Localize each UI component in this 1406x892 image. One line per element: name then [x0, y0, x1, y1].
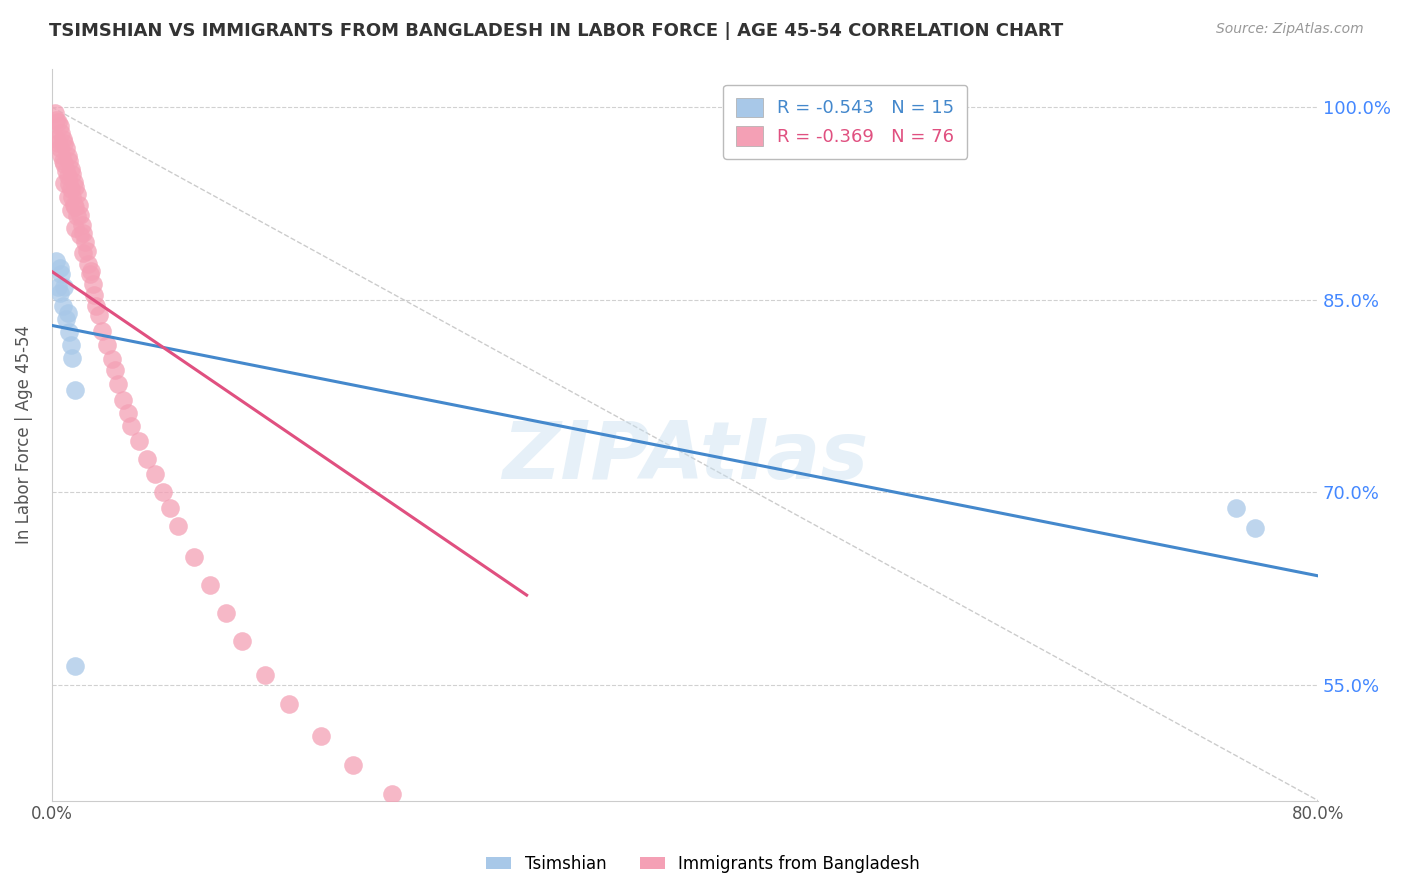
Point	[135, 452, 157, 467]
Y-axis label: In Labor Force | Age 45-54: In Labor Force | Age 45-54	[15, 325, 32, 544]
Point	[45, 112, 67, 127]
Point	[143, 467, 166, 482]
Text: Source: ZipAtlas.com: Source: ZipAtlas.com	[1216, 22, 1364, 37]
Point	[69, 208, 91, 222]
Point	[52, 153, 75, 168]
Point	[198, 578, 221, 592]
Point	[107, 377, 129, 392]
Point	[56, 149, 79, 163]
Point	[51, 147, 73, 161]
Point	[82, 277, 104, 292]
Point	[72, 246, 94, 260]
Point	[63, 197, 86, 211]
Point	[117, 406, 139, 420]
Point	[128, 434, 150, 448]
Point	[63, 175, 86, 189]
Point	[1225, 500, 1247, 515]
Point	[55, 312, 77, 326]
Point	[60, 190, 83, 204]
Point	[70, 218, 93, 232]
Point	[429, 816, 451, 830]
Point	[44, 106, 66, 120]
Point	[579, 890, 602, 892]
Point	[309, 730, 332, 744]
Point	[56, 190, 79, 204]
Point	[73, 235, 96, 249]
Point	[80, 264, 103, 278]
Point	[52, 299, 75, 313]
Point	[59, 337, 82, 351]
Point	[76, 244, 98, 258]
Point	[59, 161, 82, 176]
Point	[66, 209, 89, 223]
Point	[46, 136, 69, 150]
Point	[65, 200, 87, 214]
Point	[48, 120, 70, 134]
Point	[48, 286, 70, 301]
Point	[111, 392, 134, 407]
Point	[51, 267, 73, 281]
Point	[83, 287, 105, 301]
Point	[55, 164, 77, 178]
Point	[215, 606, 238, 620]
Point	[65, 658, 87, 673]
Point	[45, 132, 67, 146]
Point	[66, 187, 89, 202]
Point	[531, 868, 554, 882]
Point	[58, 153, 80, 168]
Text: ZIPAtlas: ZIPAtlas	[502, 417, 868, 496]
Point	[79, 267, 101, 281]
Point	[55, 141, 77, 155]
Legend: R = -0.543   N = 15, R = -0.369   N = 76: R = -0.543 N = 15, R = -0.369 N = 76	[723, 85, 967, 159]
Point	[58, 177, 80, 191]
Text: TSIMSHIAN VS IMMIGRANTS FROM BANGLADESH IN LABOR FORCE | AGE 45-54 CORRELATION C: TSIMSHIAN VS IMMIGRANTS FROM BANGLADESH …	[49, 22, 1063, 40]
Point	[65, 220, 87, 235]
Point	[231, 634, 253, 648]
Point	[77, 257, 100, 271]
Point	[46, 115, 69, 129]
Point	[69, 228, 91, 243]
Point	[53, 156, 76, 170]
Point	[56, 305, 79, 319]
Legend: Tsimshian, Immigrants from Bangladesh: Tsimshian, Immigrants from Bangladesh	[479, 848, 927, 880]
Point	[342, 757, 364, 772]
Point	[72, 226, 94, 240]
Point	[53, 136, 76, 150]
Point	[254, 667, 277, 681]
Point	[1243, 521, 1265, 535]
Point	[159, 500, 181, 515]
Point	[89, 308, 111, 322]
Point	[278, 698, 301, 712]
Point	[60, 351, 83, 365]
Point	[67, 197, 90, 211]
Point	[475, 842, 498, 856]
Point	[104, 363, 127, 377]
Point	[45, 254, 67, 268]
Point	[52, 132, 75, 146]
Point	[56, 169, 79, 184]
Point	[96, 337, 118, 351]
Point	[183, 549, 205, 564]
Point	[53, 280, 76, 294]
Point	[120, 418, 142, 433]
Point	[152, 485, 174, 500]
Point	[48, 141, 70, 155]
Point	[101, 351, 124, 366]
Point	[65, 179, 87, 194]
Point	[65, 383, 87, 397]
Point	[53, 176, 76, 190]
Point	[91, 324, 114, 338]
Point	[46, 280, 69, 294]
Point	[167, 518, 190, 533]
Point	[59, 182, 82, 196]
Point	[58, 325, 80, 339]
Point	[381, 787, 404, 801]
Point	[51, 126, 73, 140]
Point	[48, 260, 70, 275]
Point	[60, 167, 83, 181]
Point	[59, 202, 82, 217]
Point	[84, 299, 107, 313]
